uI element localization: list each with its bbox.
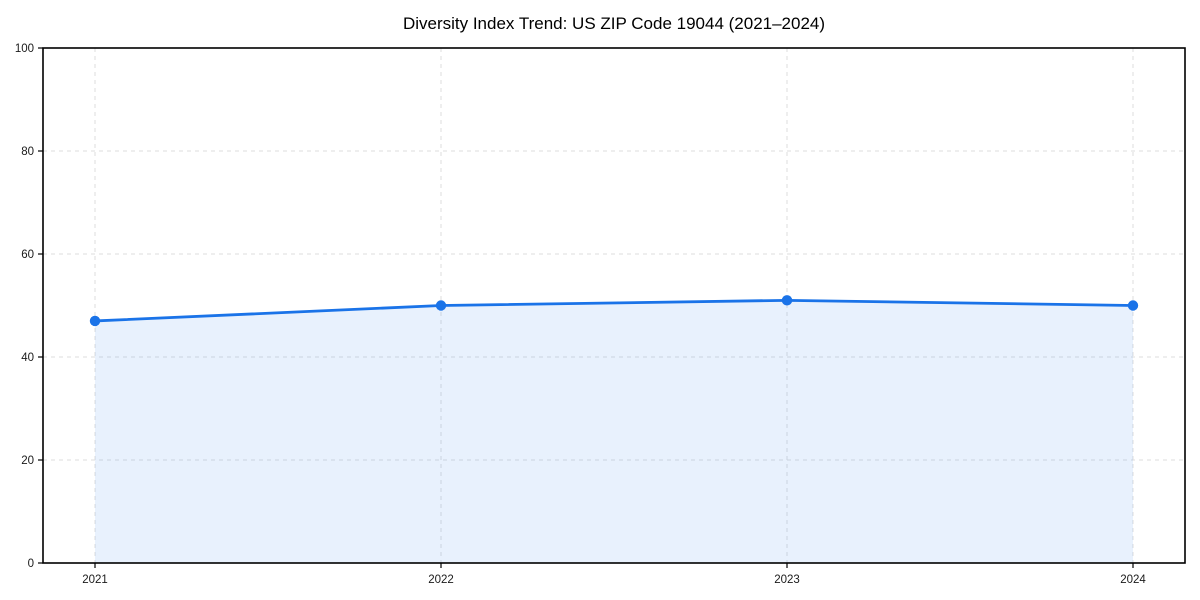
area-fill <box>95 300 1133 563</box>
y-tick-label: 100 <box>15 43 34 55</box>
chart-title: Diversity Index Trend: US ZIP Code 19044… <box>403 14 825 33</box>
plot-area: 0 20 40 60 80 100 2021 2022 2023 2024 <box>15 43 1186 586</box>
plot-border <box>42 47 1186 564</box>
x-tick-label: 2022 <box>428 574 454 586</box>
y-tick-label: 0 <box>28 558 34 570</box>
data-point-2022 <box>435 300 447 311</box>
x-tick-label: 2021 <box>82 574 108 586</box>
data-point-2024 <box>1127 300 1139 311</box>
x-tick-label: 2024 <box>1120 574 1146 586</box>
y-tick-label: 60 <box>21 249 34 261</box>
data-point-2023 <box>781 295 793 306</box>
y-tick-label: 20 <box>21 455 34 467</box>
x-tick-label: 2023 <box>774 574 800 586</box>
y-tick-label: 80 <box>21 146 34 158</box>
data-point-2021 <box>89 315 101 327</box>
trend-line <box>93 298 1135 323</box>
y-tick-label: 40 <box>21 352 34 364</box>
